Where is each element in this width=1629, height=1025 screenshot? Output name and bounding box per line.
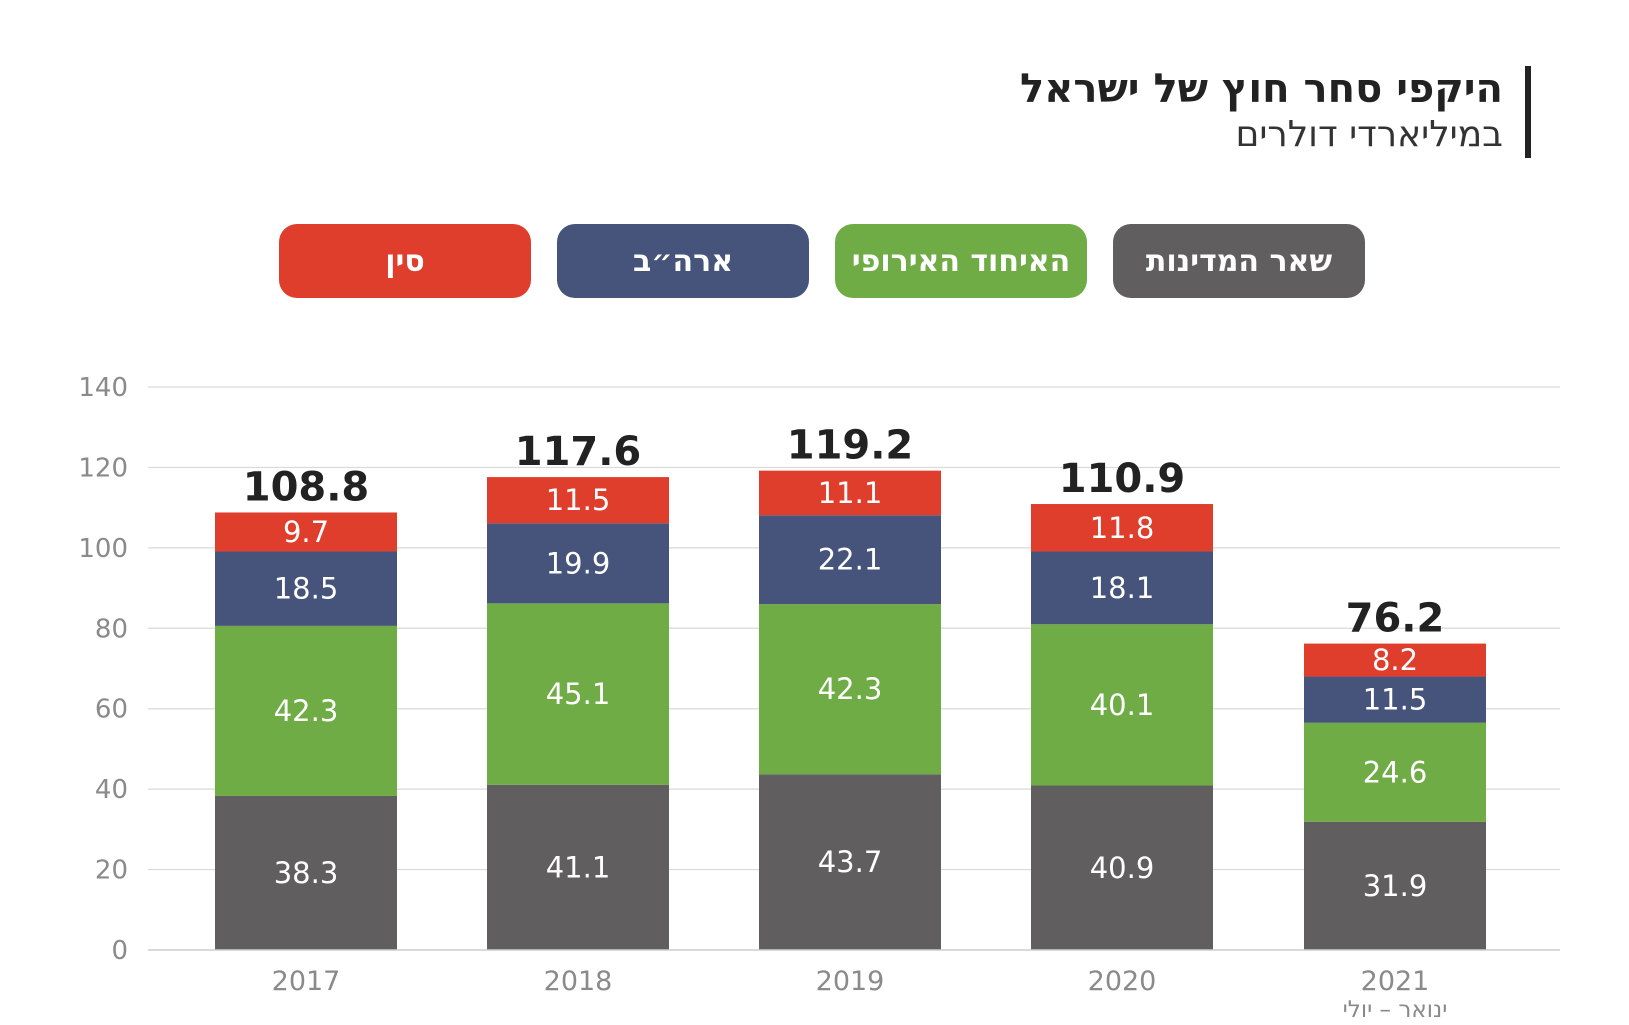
y-tick-label: 80 <box>95 614 128 644</box>
y-tick-label: 20 <box>95 856 128 886</box>
total-label: 110.9 <box>1059 456 1186 502</box>
data-label-china: 11.8 <box>1090 511 1155 545</box>
y-tick-label: 0 <box>111 936 128 966</box>
total-label: 117.6 <box>515 429 642 475</box>
data-label-usa: 18.5 <box>274 572 339 606</box>
bar-segment-china <box>759 470 941 516</box>
total-label: 119.2 <box>787 423 914 469</box>
legend-item-usa: ארה״ב <box>557 224 809 298</box>
legend-item-eu: האיחוד האירופי <box>835 224 1087 298</box>
legend: שאר המדינות האיחוד האירופי ארה״ב סין <box>0 224 1629 304</box>
data-label-usa: 18.1 <box>1090 571 1155 605</box>
chart-header: היקפי סחר חוץ של ישראל במיליארדי דולרים <box>1020 66 1531 158</box>
bar-segment-other <box>759 774 941 950</box>
x-tick-label: 2021 <box>1361 966 1430 997</box>
y-tick-label: 40 <box>95 775 128 805</box>
y-tick-label: 140 <box>78 373 128 403</box>
x-tick-label: 2019 <box>816 966 885 997</box>
bar-segment-china <box>1304 643 1486 677</box>
bar-segment-eu <box>1304 722 1486 822</box>
bar-segment-other <box>1304 821 1486 950</box>
bar-segment-eu <box>759 604 941 775</box>
bar-segment-usa <box>1304 676 1486 723</box>
y-tick-label: 100 <box>78 534 128 564</box>
data-label-other: 38.3 <box>274 856 339 890</box>
chart-subtitle: במיליארדי דולרים <box>1235 114 1503 155</box>
data-label-other: 31.9 <box>1363 869 1428 903</box>
data-label-other: 43.7 <box>818 845 883 879</box>
bar-segment-other <box>215 795 397 950</box>
data-label-eu: 42.3 <box>274 694 339 728</box>
total-label: 76.2 <box>1346 596 1445 642</box>
data-label-usa: 19.9 <box>546 546 611 580</box>
bar-segment-eu <box>1031 624 1213 786</box>
x-tick-label: 2018 <box>544 966 613 997</box>
bar-segment-china <box>487 477 669 524</box>
y-tick-label: 60 <box>95 695 128 725</box>
y-tick-label: 120 <box>78 453 128 483</box>
bar-segment-eu <box>487 603 669 785</box>
chart-title: היקפי סחר חוץ של ישראל <box>1020 66 1503 112</box>
data-label-china: 11.1 <box>818 476 883 510</box>
bar-segment-usa <box>487 523 669 604</box>
data-label-china: 9.7 <box>283 515 329 549</box>
data-label-eu: 42.3 <box>818 672 883 706</box>
bar-segment-usa <box>1031 551 1213 625</box>
data-label-eu: 24.6 <box>1363 755 1428 789</box>
x-tick-label: 2020 <box>1088 966 1157 997</box>
x-tick-label: 2017 <box>272 966 341 997</box>
data-label-other: 41.1 <box>546 850 611 884</box>
data-label-china: 11.5 <box>546 483 611 517</box>
bar-segment-china <box>215 512 397 552</box>
bar-segment-other <box>487 784 669 950</box>
x-tick-note: ינואר – יולי <box>1343 997 1448 1023</box>
bar-segment-usa <box>759 515 941 605</box>
data-label-other: 40.9 <box>1090 851 1155 885</box>
legend-item-other: שאר המדינות <box>1113 224 1365 298</box>
data-label-eu: 45.1 <box>546 677 611 711</box>
total-label: 108.8 <box>243 464 370 510</box>
data-label-eu: 40.1 <box>1090 688 1155 722</box>
bar-segment-eu <box>215 625 397 796</box>
data-label-china: 8.2 <box>1372 643 1418 677</box>
data-label-usa: 22.1 <box>818 543 883 577</box>
legend-item-china: סין <box>279 224 531 298</box>
bar-segment-other <box>1031 785 1213 950</box>
bar-segment-usa <box>215 551 397 626</box>
data-label-usa: 11.5 <box>1363 683 1428 717</box>
bar-segment-china <box>1031 504 1213 552</box>
